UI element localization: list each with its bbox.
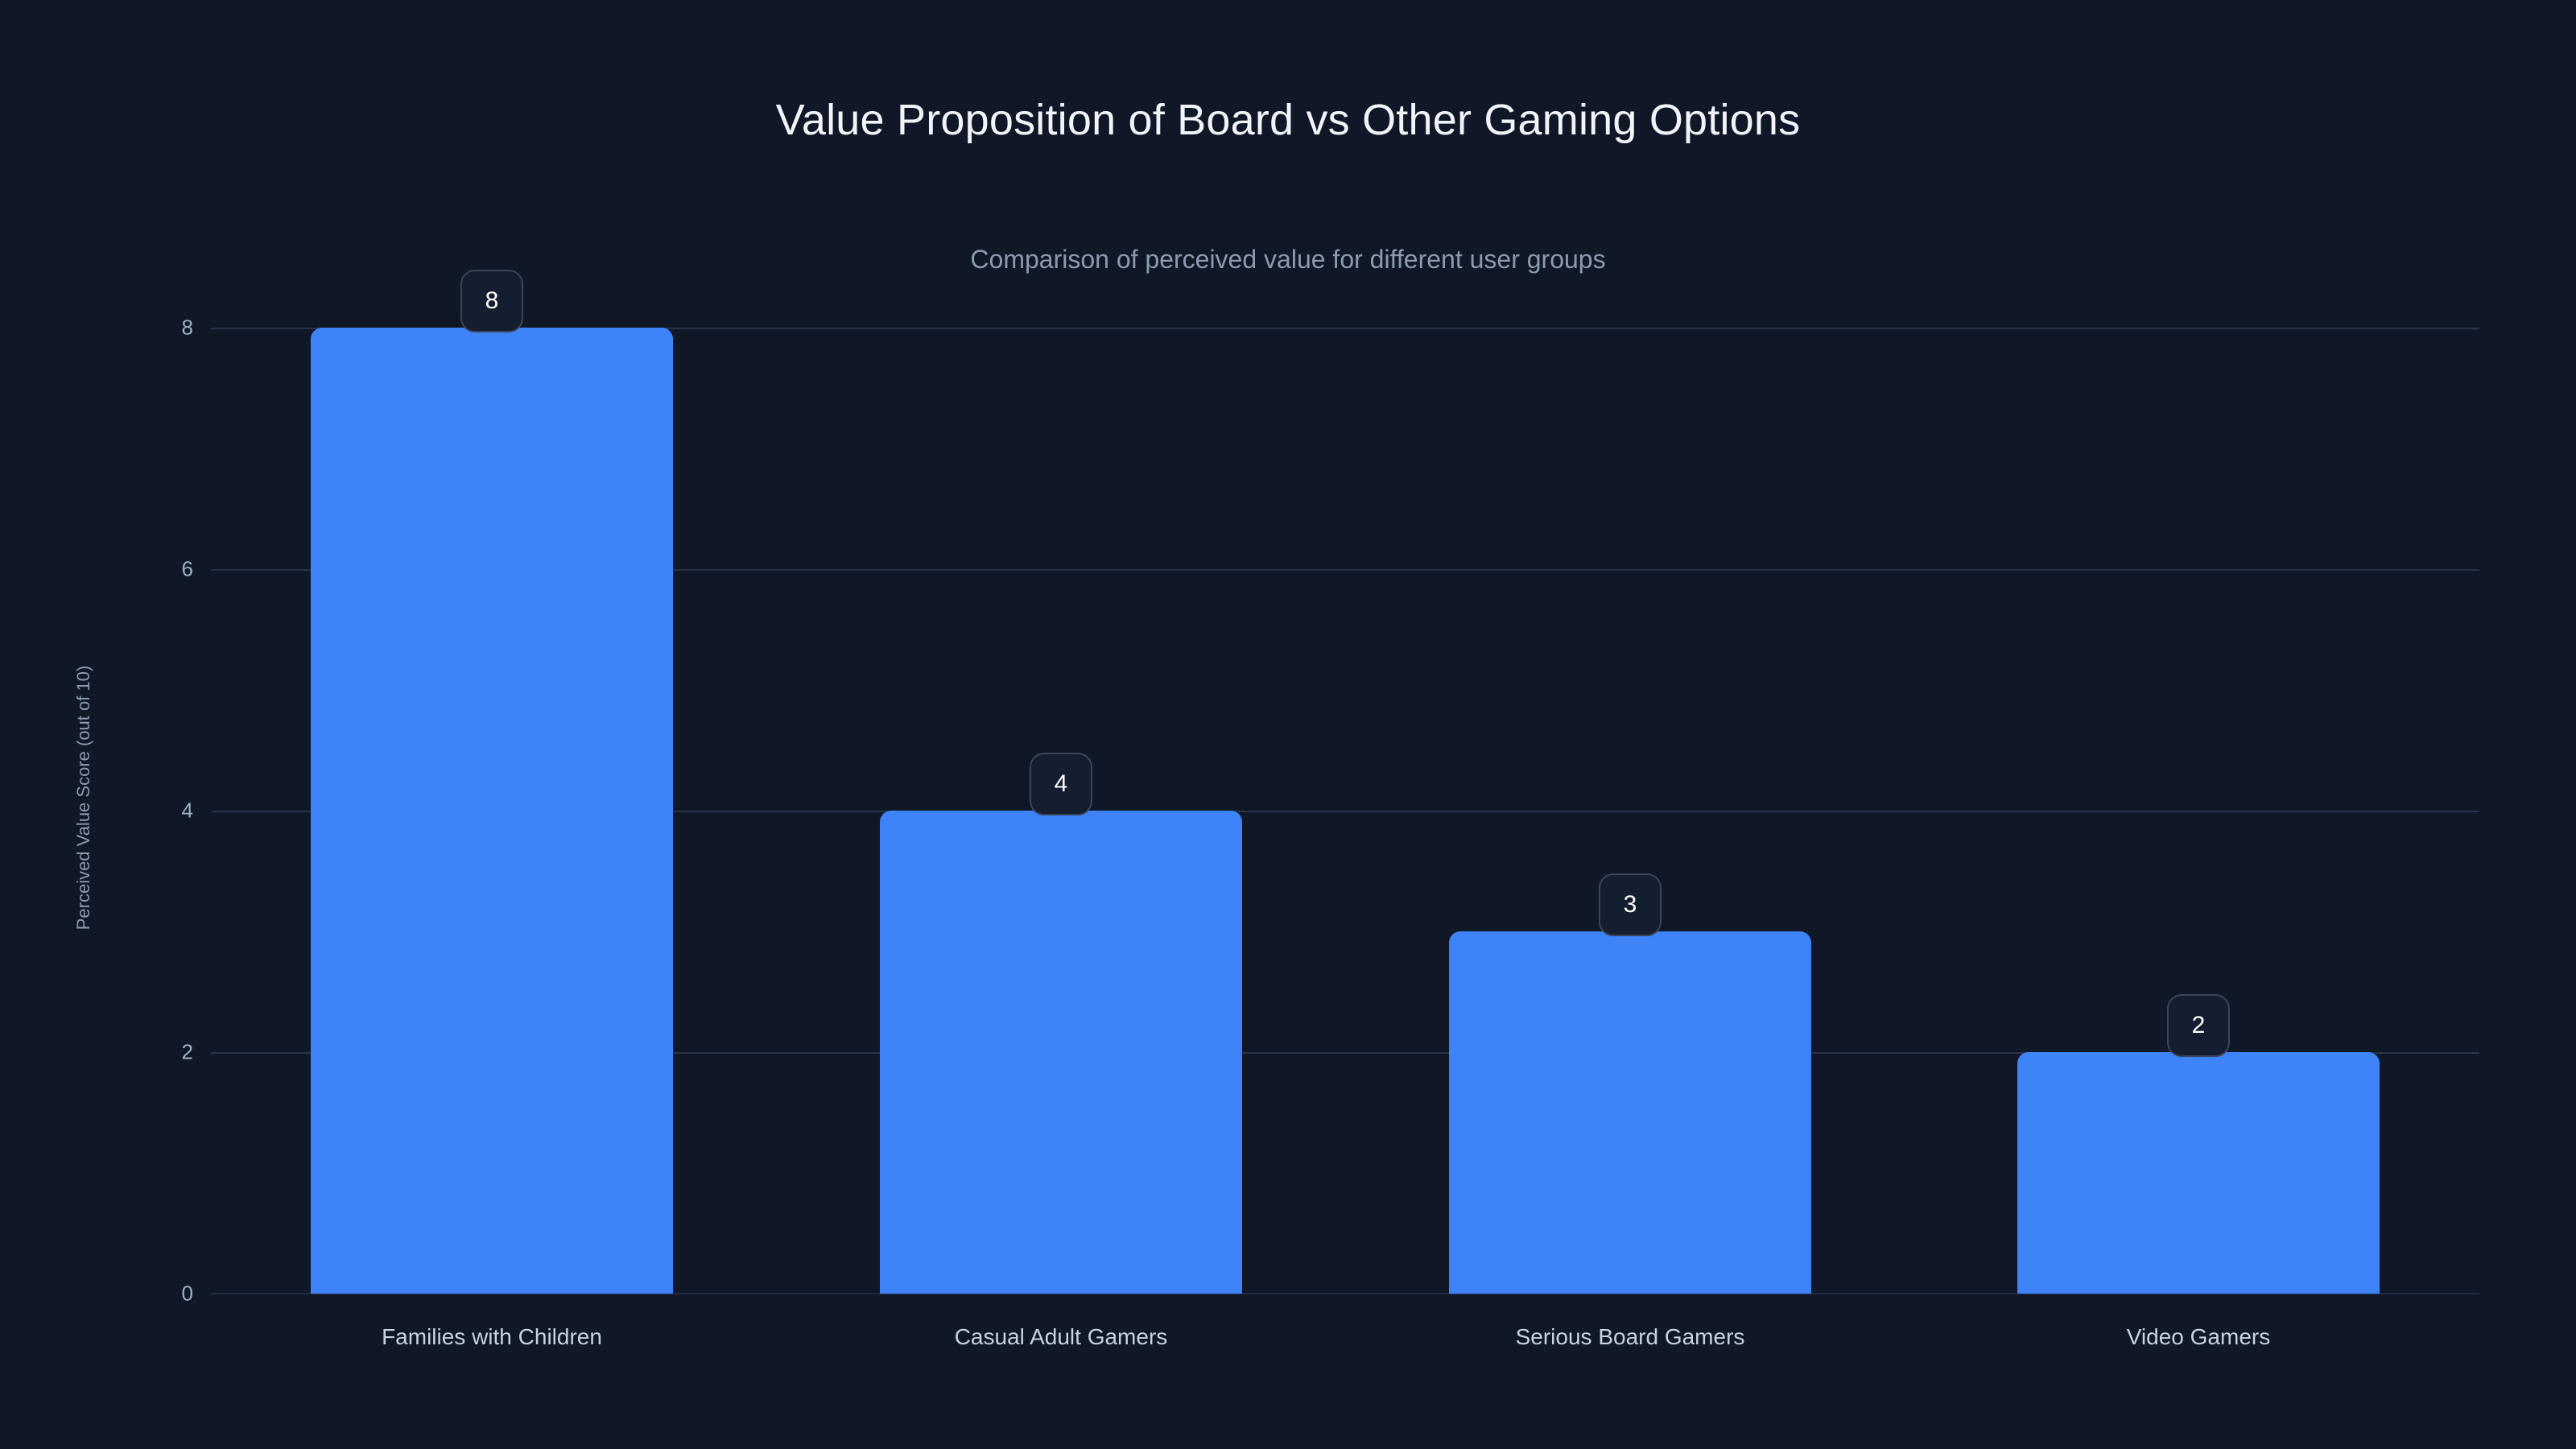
x-tick-label-serious-board-gamers: Serious Board Gamers — [1515, 1324, 1745, 1349]
x-tick-label-casual-adult-gamers: Casual Adult Gamers — [954, 1324, 1168, 1349]
chart-title: Value Proposition of Board vs Other Gami… — [775, 96, 1801, 144]
value-badge-casual-adult-gamers: 4 — [1030, 753, 1092, 815]
y-axis-title: Perceived Value Score (out of 10) — [73, 665, 93, 931]
value-badge-video-gamers: 2 — [2167, 994, 2230, 1057]
bar-serious-board-gamers[interactable] — [1449, 931, 1811, 1294]
gridline-8 — [211, 328, 2479, 329]
y-tick-label: 0 — [181, 1281, 193, 1306]
bar-casual-adult-gamers[interactable] — [880, 811, 1242, 1294]
value-badge-families-with-children: 8 — [460, 270, 523, 332]
gridline-0 — [211, 1293, 2479, 1294]
bar-video-gamers[interactable] — [2017, 1052, 2380, 1294]
bar-families-with-children[interactable] — [311, 328, 673, 1294]
x-tick-label-video-gamers: Video Gamers — [2126, 1324, 2271, 1349]
gridline-6 — [211, 569, 2479, 571]
x-tick-label-families-with-children: Families with Children — [382, 1324, 602, 1349]
chart-subtitle: Comparison of perceived value for differ… — [970, 245, 1606, 274]
gridline-4 — [211, 811, 2479, 812]
y-tick-label: 6 — [181, 556, 193, 581]
plot-area: 8 4 3 2 Families with Children Casual Ad… — [211, 270, 2479, 1349]
gridline-2 — [211, 1052, 2479, 1054]
value-badge-serious-board-gamers: 3 — [1599, 873, 1662, 936]
y-tick-label: 8 — [181, 315, 193, 340]
y-tick-label: 4 — [181, 798, 193, 823]
y-tick-label: 2 — [181, 1039, 193, 1064]
